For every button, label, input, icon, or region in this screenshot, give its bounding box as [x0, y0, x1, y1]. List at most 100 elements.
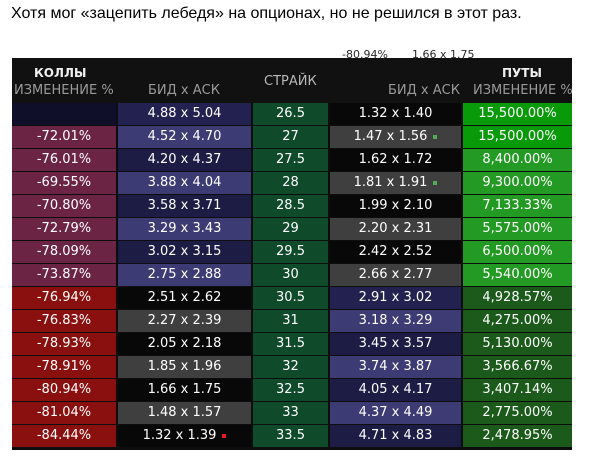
- strike-cell[interactable]: 31.5: [253, 333, 328, 355]
- put-bidask-cell[interactable]: 1.47 x 1.56: [330, 126, 461, 148]
- option-chain-row[interactable]: -76.94% 2.51 x 2.62 30.5 2.91 x 3.02 4,928.5…: [12, 287, 572, 310]
- call-bidask-cell[interactable]: 1.32 x 1.39: [118, 425, 251, 447]
- strike-cell[interactable]: 27.5: [253, 149, 328, 171]
- call-change-cell[interactable]: -81.04%: [12, 402, 116, 424]
- call-bidask-cell[interactable]: 4.20 x 4.37: [118, 149, 251, 171]
- call-bidask-cell[interactable]: 1.48 x 1.57: [118, 402, 251, 424]
- call-change-cell[interactable]: -72.01%: [12, 126, 116, 148]
- put-change-cell[interactable]: 5,540.00%: [463, 264, 572, 286]
- call-bidask-cell[interactable]: 2.51 x 2.62: [118, 287, 251, 309]
- call-change-cell[interactable]: -78.91%: [12, 356, 116, 378]
- put-change-cell[interactable]: 15,500.00%: [463, 103, 572, 125]
- option-chain-row[interactable]: -73.87% 2.75 x 2.88 30 2.66 x 2.77 5,540.00%: [12, 264, 572, 287]
- put-bidask-cell-text: 2.20 x 2.31: [358, 221, 433, 236]
- strike-cell[interactable]: 33.5: [253, 425, 328, 447]
- put-bidask-cell[interactable]: 1.32 x 1.40: [330, 103, 461, 125]
- strike-cell[interactable]: 29: [253, 218, 328, 240]
- option-chain-row[interactable]: -69.55% 3.88 x 4.04 28 1.81 x 1.91 9,300.00%: [12, 172, 572, 195]
- put-bidask-cell[interactable]: 4.71 x 4.83: [330, 425, 461, 447]
- call-change-cell[interactable]: [12, 103, 116, 125]
- put-bidask-cell[interactable]: 2.91 x 3.02: [330, 287, 461, 309]
- put-change-cell[interactable]: 4,275.00%: [463, 310, 572, 332]
- put-bidask-cell[interactable]: 4.05 x 4.17: [330, 379, 461, 401]
- strike-cell[interactable]: 29.5: [253, 241, 328, 263]
- call-change-cell[interactable]: -72.79%: [12, 218, 116, 240]
- put-bidask-cell[interactable]: 2.66 x 2.77: [330, 264, 461, 286]
- put-change-cell[interactable]: 2,478.95%: [463, 425, 572, 447]
- puts-change-header[interactable]: ИЗМЕНЕНИЕ %: [473, 83, 573, 98]
- put-change-cell[interactable]: 5,130.00%: [463, 333, 572, 355]
- put-change-cell[interactable]: 15,500.00%: [463, 126, 572, 148]
- call-change-cell[interactable]: -73.87%: [12, 264, 116, 286]
- put-change-cell[interactable]: 7,133.33%: [463, 195, 572, 217]
- option-chain-row[interactable]: -72.79% 3.29 x 3.43 29 2.20 x 2.31 5,575.00%: [12, 218, 572, 241]
- call-change-cell[interactable]: -84.44%: [12, 425, 116, 447]
- put-change-cell[interactable]: 3,407.14%: [463, 379, 572, 401]
- put-change-cell-text: 3,407.14%: [482, 382, 553, 397]
- calls-change-header[interactable]: ИЗМЕНЕНИЕ %: [14, 83, 114, 98]
- option-chain-row[interactable]: -72.01% 4.52 x 4.70 27 1.47 x 1.56 15,500.00…: [12, 126, 572, 149]
- call-bidask-cell[interactable]: 2.75 x 2.88: [118, 264, 251, 286]
- put-bidask-cell[interactable]: 2.42 x 2.52: [330, 241, 461, 263]
- strike-cell[interactable]: 28: [253, 172, 328, 194]
- put-bidask-cell[interactable]: 3.74 x 3.87: [330, 356, 461, 378]
- put-change-cell[interactable]: 6,500.00%: [463, 241, 572, 263]
- price-change-indicator-icon: [433, 134, 438, 139]
- call-bidask-cell-text: 4.88 x 5.04: [147, 106, 222, 121]
- put-bidask-cell[interactable]: 1.81 x 1.91: [330, 172, 461, 194]
- puts-bidask-header[interactable]: БИД x АСК: [388, 83, 460, 98]
- option-chain-row[interactable]: 4.88 x 5.04 26.5 1.32 x 1.40 15,500.00%: [12, 103, 572, 126]
- put-bidask-cell[interactable]: 1.62 x 1.72: [330, 149, 461, 171]
- call-bidask-cell[interactable]: 1.85 x 1.96: [118, 356, 251, 378]
- call-change-cell[interactable]: -76.94%: [12, 287, 116, 309]
- put-bidask-cell[interactable]: 2.20 x 2.31: [330, 218, 461, 240]
- option-chain-row[interactable]: -84.44% 1.32 x 1.39 33.5 4.71 x 4.83 2,478.9…: [12, 425, 572, 448]
- option-chain-row[interactable]: -78.91% 1.85 x 1.96 32 3.74 x 3.87 3,566.67%: [12, 356, 572, 379]
- strike-cell[interactable]: 26.5: [253, 103, 328, 125]
- put-bidask-cell[interactable]: 4.37 x 4.49: [330, 402, 461, 424]
- calls-bidask-header[interactable]: БИД x АСК: [148, 83, 220, 98]
- call-bidask-cell[interactable]: 4.88 x 5.04: [118, 103, 251, 125]
- option-chain-row[interactable]: -76.01% 4.20 x 4.37 27.5 1.62 x 1.72 8,400.0…: [12, 149, 572, 172]
- put-bidask-cell[interactable]: 1.99 x 2.10: [330, 195, 461, 217]
- put-change-cell[interactable]: 8,400.00%: [463, 149, 572, 171]
- strike-header[interactable]: СТРАЙК: [264, 74, 317, 89]
- strike-cell[interactable]: 31: [253, 310, 328, 332]
- put-change-cell[interactable]: 3,566.67%: [463, 356, 572, 378]
- call-bidask-cell[interactable]: 3.58 x 3.71: [118, 195, 251, 217]
- put-change-cell[interactable]: 4,928.57%: [463, 287, 572, 309]
- strike-cell[interactable]: 30: [253, 264, 328, 286]
- option-chain-row[interactable]: -80.94% 1.66 x 1.75 32.5 4.05 x 4.17 3,407.1…: [12, 379, 572, 402]
- call-change-cell[interactable]: -76.01%: [12, 149, 116, 171]
- call-change-cell[interactable]: -70.80%: [12, 195, 116, 217]
- call-bidask-cell[interactable]: 2.05 x 2.18: [118, 333, 251, 355]
- option-chain-row[interactable]: -76.83% 2.27 x 2.39 31 3.18 x 3.29 4,275.00%: [12, 310, 572, 333]
- option-chain-row[interactable]: -78.09% 3.02 x 3.15 29.5 2.42 x 2.52 6,500.0…: [12, 241, 572, 264]
- call-change-cell[interactable]: -80.94%: [12, 379, 116, 401]
- call-bidask-cell[interactable]: 2.27 x 2.39: [118, 310, 251, 332]
- strike-cell[interactable]: 32: [253, 356, 328, 378]
- put-change-cell[interactable]: 9,300.00%: [463, 172, 572, 194]
- call-bidask-cell[interactable]: 3.29 x 3.43: [118, 218, 251, 240]
- option-chain-row[interactable]: -78.93% 2.05 x 2.18 31.5 3.45 x 3.57 5,130.0…: [12, 333, 572, 356]
- call-bidask-cell[interactable]: 1.66 x 1.75: [118, 379, 251, 401]
- option-chain-row[interactable]: -81.04% 1.48 x 1.57 33 4.37 x 4.49 2,775.00%: [12, 402, 572, 425]
- call-bidask-cell[interactable]: 3.88 x 4.04: [118, 172, 251, 194]
- call-change-cell[interactable]: -69.55%: [12, 172, 116, 194]
- option-chain-row[interactable]: -70.80% 3.58 x 3.71 28.5 1.99 x 2.10 7,133.3…: [12, 195, 572, 218]
- strike-cell[interactable]: 28.5: [253, 195, 328, 217]
- call-bidask-cell[interactable]: 4.52 x 4.70: [118, 126, 251, 148]
- call-bidask-cell-text: 2.51 x 2.62: [147, 290, 222, 305]
- call-change-cell[interactable]: -76.83%: [12, 310, 116, 332]
- put-change-cell[interactable]: 2,775.00%: [463, 402, 572, 424]
- call-change-cell[interactable]: -78.09%: [12, 241, 116, 263]
- put-bidask-cell[interactable]: 3.45 x 3.57: [330, 333, 461, 355]
- strike-cell[interactable]: 32.5: [253, 379, 328, 401]
- call-change-cell[interactable]: -78.93%: [12, 333, 116, 355]
- call-bidask-cell[interactable]: 3.02 x 3.15: [118, 241, 251, 263]
- strike-cell[interactable]: 33: [253, 402, 328, 424]
- strike-cell[interactable]: 27: [253, 126, 328, 148]
- strike-cell[interactable]: 30.5: [253, 287, 328, 309]
- put-bidask-cell[interactable]: 3.18 x 3.29: [330, 310, 461, 332]
- put-change-cell[interactable]: 5,575.00%: [463, 218, 572, 240]
